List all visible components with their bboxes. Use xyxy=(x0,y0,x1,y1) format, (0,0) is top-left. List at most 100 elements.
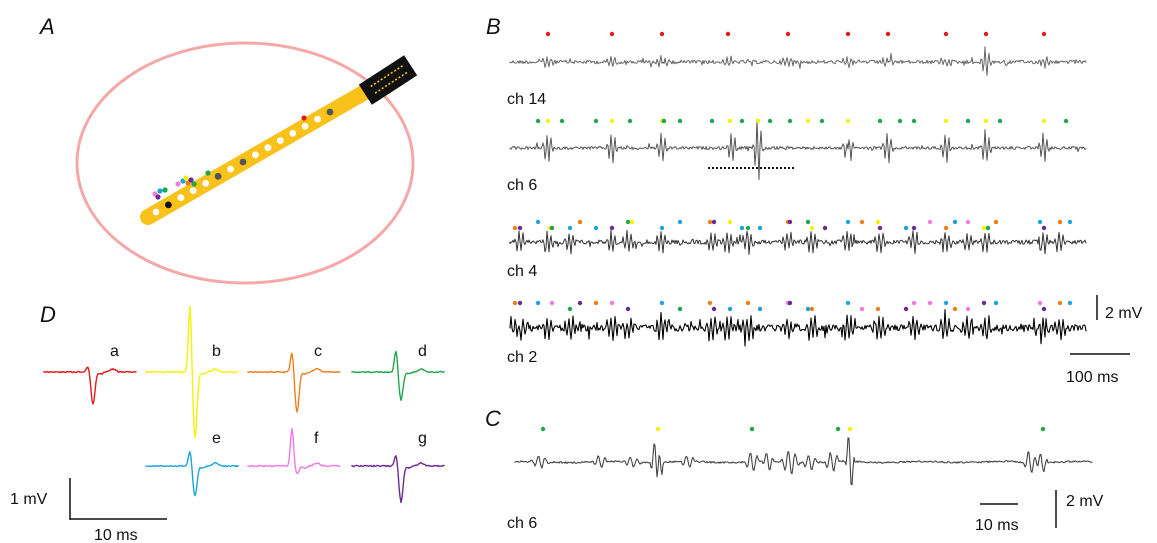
probe-site xyxy=(239,158,247,166)
spike-marker xyxy=(1057,300,1063,306)
probe-site xyxy=(152,208,160,216)
trace-path xyxy=(509,118,1087,180)
spike-marker xyxy=(845,31,851,37)
spike-marker xyxy=(545,31,551,37)
c-time-scale-label: 10 ms xyxy=(975,517,1019,534)
spike-marker xyxy=(805,118,811,124)
spike-marker xyxy=(707,300,713,306)
spike-marker xyxy=(943,118,949,124)
probe-unit-dots xyxy=(152,115,307,200)
probe-site xyxy=(289,130,297,137)
spike-marker xyxy=(725,31,731,37)
spike-marker xyxy=(1037,219,1043,225)
spike-marker xyxy=(927,300,933,306)
spike-marker xyxy=(859,219,865,225)
spike-marker xyxy=(711,219,717,225)
spike-marker xyxy=(809,225,815,231)
spike-marker xyxy=(983,31,989,37)
spike-marker xyxy=(535,300,541,306)
spike-marker xyxy=(629,219,635,225)
spike-marker xyxy=(512,225,518,231)
spike-marker xyxy=(757,306,763,312)
spike-marker xyxy=(677,306,683,312)
probe-site xyxy=(227,165,235,173)
spike-marker xyxy=(707,219,713,225)
spike-marker xyxy=(659,300,665,306)
spike-marker xyxy=(809,306,815,312)
spike-marker xyxy=(805,306,811,312)
spike-marker xyxy=(911,300,917,306)
spike-marker xyxy=(943,225,949,231)
unit-dot xyxy=(155,194,161,200)
channel-label-c: ch 6 xyxy=(507,515,537,532)
spike-marker xyxy=(787,118,793,124)
probe-diagram xyxy=(75,41,418,285)
spike-marker xyxy=(659,31,665,37)
trace-ch14 xyxy=(509,46,1087,76)
spike-marker xyxy=(755,118,761,124)
spike-marker xyxy=(709,118,715,124)
unit-dot xyxy=(157,188,163,194)
probe-site xyxy=(301,122,309,130)
trace-path xyxy=(509,309,1087,347)
spike-marker xyxy=(952,219,958,225)
spike-marker xyxy=(859,306,865,312)
channel-label-ch6: ch 6 xyxy=(507,177,537,194)
spike-marker xyxy=(897,118,903,124)
spike-marker xyxy=(745,225,751,231)
panel-b-letter: B xyxy=(486,14,501,39)
spike-marker xyxy=(1067,300,1073,306)
probe-site xyxy=(189,187,197,195)
probe-site xyxy=(165,201,172,209)
spike-marker xyxy=(609,300,615,306)
c-voltage-scale-label: 2 mV xyxy=(1066,493,1104,510)
spike-marker xyxy=(593,118,599,124)
spike-marker xyxy=(512,300,518,306)
spike-marker xyxy=(1063,118,1069,124)
waveform-f xyxy=(247,427,341,475)
probe-site xyxy=(314,115,321,123)
panel-d-letter: D xyxy=(40,302,56,327)
probe-site xyxy=(252,151,259,159)
waveform-label-d: d xyxy=(418,343,427,360)
spike-marker xyxy=(1037,300,1043,306)
spike-marker xyxy=(911,225,917,231)
spike-marker xyxy=(993,300,999,306)
trace-c-ch6-zoomed xyxy=(514,437,1093,486)
probe-site xyxy=(214,172,222,180)
spike-marker xyxy=(845,300,851,306)
spike-marker xyxy=(727,219,733,225)
spike-marker xyxy=(655,426,661,432)
b-voltage-scale-label: 2 mV xyxy=(1105,305,1143,322)
spike-marker xyxy=(757,225,763,231)
spike-marker xyxy=(540,426,546,432)
spike-markers-c xyxy=(540,426,1046,432)
spike-marker xyxy=(1041,225,1047,231)
trace-path xyxy=(509,229,1087,255)
spike-marker xyxy=(549,225,555,231)
spike-marker xyxy=(535,118,541,124)
waveform-d xyxy=(351,350,445,402)
panel-a-letter: A xyxy=(38,14,55,39)
spike-marker xyxy=(1041,118,1047,124)
spike-marker xyxy=(767,118,773,124)
spike-marker xyxy=(847,426,853,432)
unit-waveforms: a b c d e f g xyxy=(43,305,445,504)
spike-marker xyxy=(993,219,999,225)
spike-marker xyxy=(625,306,631,312)
d-voltage-scale-label: 1 mV xyxy=(10,491,48,508)
spike-marker xyxy=(559,118,565,124)
unit-dot xyxy=(191,181,197,187)
spike-marker xyxy=(965,219,971,225)
spike-marker xyxy=(745,300,751,306)
channel-label-ch14: ch 14 xyxy=(507,91,546,108)
spike-marker xyxy=(577,219,583,225)
trace-ch2 xyxy=(509,309,1087,347)
spike-marker xyxy=(739,118,745,124)
spike-marker xyxy=(943,31,949,37)
spike-marker xyxy=(711,306,717,312)
spike-marker xyxy=(659,225,665,231)
spike-marker xyxy=(1041,31,1047,37)
spike-marker xyxy=(749,426,755,432)
